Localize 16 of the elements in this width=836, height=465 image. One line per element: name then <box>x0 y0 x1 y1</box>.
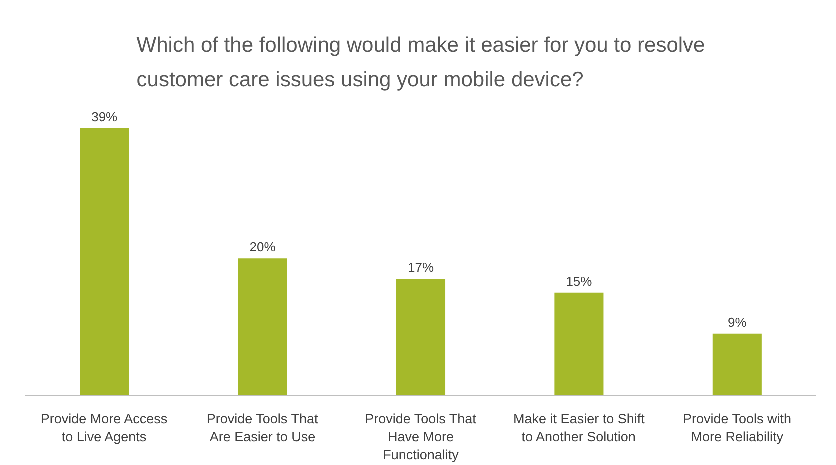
bar <box>80 128 130 396</box>
data-label: 20% <box>250 240 276 255</box>
data-label: 15% <box>566 274 593 289</box>
bar <box>396 279 446 396</box>
data-label: 17% <box>408 260 434 276</box>
x-tick-label: Provide Tools That Have More Functionality <box>365 412 477 462</box>
x-tick-label: Provide Tools That Are Easier to Use <box>206 412 318 444</box>
data-label: 9% <box>728 314 748 330</box>
x-tick-label: Make it Easier to Shift to Another Solution <box>514 412 646 444</box>
data-label: 39% <box>92 110 118 125</box>
bar <box>238 258 288 396</box>
chart-title: Which of the following would make it easier for you to resolve customer care issues using your mobile device? <box>136 34 706 92</box>
x-tick-label: Provide Tools with More Reliability <box>683 412 792 444</box>
x-tick-label: Provide More Access to Live Agents <box>40 412 168 444</box>
bar <box>554 292 604 396</box>
bar <box>712 334 762 396</box>
